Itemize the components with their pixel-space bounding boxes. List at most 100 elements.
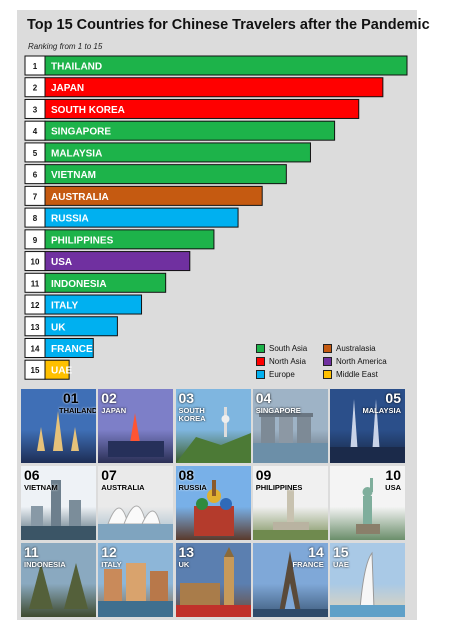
tile-rank: 09: [255, 467, 272, 483]
bar-row: 13 UK: [24, 316, 118, 337]
bar: [44, 316, 118, 337]
tile-country: RUSSIA: [178, 483, 207, 492]
bar: [44, 337, 94, 358]
bar-label: FRANCE: [51, 344, 93, 355]
photo-tile: 07 AUSTRALIA: [98, 466, 174, 540]
bar-label: INDONESIA: [51, 279, 107, 290]
bar: [44, 207, 239, 228]
rank-label: 1: [33, 62, 38, 71]
rank-label: 10: [31, 258, 40, 267]
legend-label: North Asia: [269, 357, 306, 366]
bar-label: SINGAPORE: [51, 127, 111, 138]
bar-label: THAILAND: [51, 62, 102, 73]
photo-tile: 03 SOUTH KOREA: [175, 389, 251, 463]
tile-country: MALAYSIA: [362, 406, 401, 415]
bar: [44, 359, 70, 380]
tile-rank: 05: [385, 390, 401, 406]
bar-label: RUSSIA: [51, 214, 89, 225]
photo-tile: 12 ITALY: [98, 543, 174, 617]
legend-label: Europe: [269, 370, 295, 379]
photo-tile: 01 THAILAND: [21, 389, 96, 463]
legend-swatch: [256, 370, 265, 379]
rank-label: 15: [31, 366, 40, 375]
photo-tile: 04 SINGAPORE: [252, 389, 328, 463]
chart-subtitle: Ranking from 1 to 15: [28, 42, 103, 51]
bar-label: ITALY: [51, 301, 79, 312]
chart-legend: South Asia Australasia North Asia North Ame…: [256, 344, 406, 384]
bar: [44, 142, 311, 163]
bar-label: VIETNAM: [51, 170, 96, 181]
bar: [44, 185, 263, 206]
bar-row: 2 JAPAN: [24, 77, 384, 98]
legend-swatch: [256, 357, 265, 366]
tile-rank: 03: [178, 390, 195, 406]
tile-rank: 15: [333, 544, 349, 560]
photo-tile: 09 PHILIPPINES: [252, 466, 328, 540]
bar-label: UAE: [51, 366, 72, 377]
photo-tile: 13 UK: [175, 543, 251, 617]
photo-tile: 14 FRANCE: [252, 543, 328, 617]
rank-label: 6: [33, 171, 38, 180]
legend-label: Middle East: [336, 370, 378, 379]
bar-label: AUSTRALIA: [51, 192, 109, 203]
chart-title: Top 15 Countries for Chinese Travelers a…: [27, 17, 430, 33]
photo-tile: 15 UAE: [330, 543, 405, 617]
bar-row: 4 SINGAPORE: [24, 120, 336, 141]
tile-rank: 07: [101, 467, 117, 483]
rank-label: 12: [31, 301, 40, 310]
legend-item: Middle East: [323, 370, 378, 379]
bar: [44, 251, 191, 272]
photo-tile: 05 MALAYSIA: [330, 389, 405, 463]
rank-label: 9: [33, 236, 38, 245]
bar-label: SOUTH KOREA: [51, 105, 125, 116]
bar-label: MALAYSIA: [51, 148, 102, 159]
legend-item: North America: [323, 357, 387, 366]
photo-tile: 02 JAPAN: [98, 389, 174, 463]
tile-rank: 10: [385, 467, 401, 483]
tile-country: JAPAN: [101, 406, 127, 415]
bar-row: 11 INDONESIA: [24, 272, 167, 293]
rank-label: 4: [33, 127, 38, 136]
tile-country: VIETNAM: [24, 483, 58, 492]
tile-country: FRANCE: [292, 560, 324, 569]
bar-row: 6 VIETNAM: [24, 164, 287, 185]
legend-swatch: [323, 344, 332, 353]
rank-label: 11: [31, 279, 40, 288]
tile-country: SINGAPORE: [255, 406, 301, 415]
bar-row: 5 MALAYSIA: [24, 142, 311, 163]
tile-rank: 12: [101, 544, 117, 560]
photo-grid: 01 THAILAND 02 JAPAN 03 SOUTH KOREA 04 SINGAPOR…: [21, 389, 405, 617]
bar-row: 7 AUSTRALIA: [24, 185, 263, 206]
legend-label: North America: [336, 357, 387, 366]
tile-country: PHILIPPINES: [255, 483, 303, 492]
photo-tile: 11 INDONESIA: [21, 543, 96, 617]
bar-row: 9 PHILIPPINES: [24, 229, 215, 250]
tile-rank: 13: [178, 544, 195, 560]
photo-tile: 10 USA: [330, 466, 405, 540]
tile-rank: 01: [63, 390, 79, 406]
tile-rank: 02: [101, 390, 117, 406]
legend-label: Australasia: [336, 344, 376, 353]
tile-rank: 14: [308, 544, 324, 560]
bar: [44, 120, 336, 141]
bar-row: 15 UAE: [24, 359, 72, 380]
rank-label: 8: [33, 214, 38, 223]
tile-country: AUSTRALIA: [101, 483, 145, 492]
legend-swatch: [323, 370, 332, 379]
tile-rank: 04: [255, 390, 272, 406]
bar-row: 12 ITALY: [24, 294, 143, 315]
rank-label: 14: [31, 344, 40, 353]
bar-label: UK: [51, 322, 66, 333]
rank-label: 13: [31, 323, 40, 332]
rank-label: 2: [33, 84, 38, 93]
tile-country: UAE: [333, 560, 349, 569]
bar-row: 10 USA: [24, 251, 191, 272]
bar-row: 3 SOUTH KOREA: [24, 98, 360, 119]
rank-label: 3: [33, 105, 38, 114]
legend-item: North Asia: [256, 357, 306, 366]
bar-label: USA: [51, 257, 72, 268]
tile-country: USA: [385, 483, 401, 492]
legend-swatch: [256, 344, 265, 353]
bar: [44, 55, 408, 76]
